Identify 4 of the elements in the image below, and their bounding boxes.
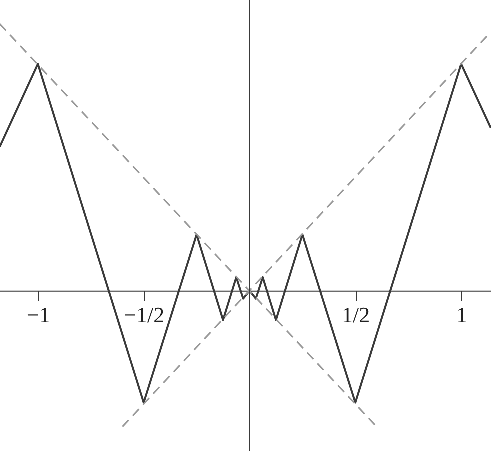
x-tick-label: 1 [456,302,468,328]
x-tick-label: 1/2 [342,302,370,328]
x-tick-label: −1 [26,302,50,328]
x-tick-label: −1/2 [124,302,165,328]
